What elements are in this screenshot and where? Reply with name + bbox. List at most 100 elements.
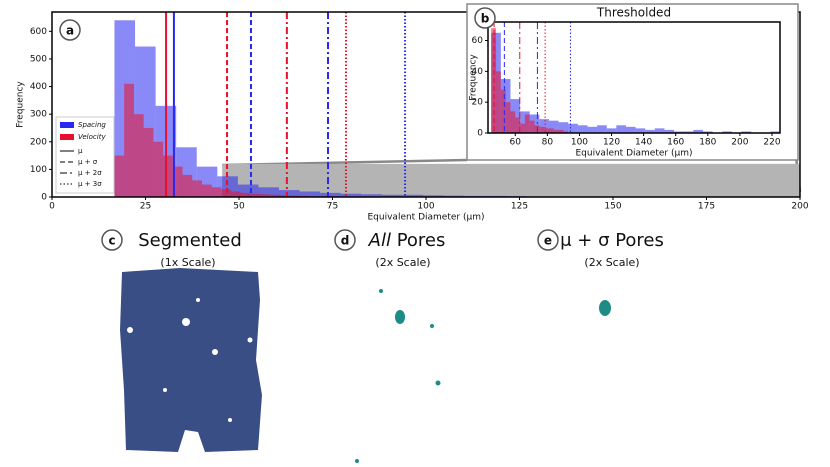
x-tick-label: 140: [635, 138, 652, 148]
histogram-bar: [279, 190, 300, 197]
histogram-bar: [182, 174, 193, 197]
histogram-bar: [548, 128, 554, 133]
histogram-bar: [553, 129, 559, 133]
x-tick-label: 120: [603, 138, 620, 148]
histogram-bar: [260, 194, 271, 197]
x-tick-label: 60: [510, 138, 522, 148]
inset-background: [466, 3, 799, 161]
histogram-bar: [539, 119, 549, 133]
panel-title-text: μ + σ Pores: [560, 230, 664, 251]
panel-label: b: [481, 12, 490, 26]
histogram-bar: [114, 155, 125, 197]
x-tick-label: 125: [511, 202, 528, 212]
pores-image: [355, 289, 441, 463]
inset-title: Thresholded: [596, 6, 671, 20]
y-tick-label: 600: [30, 27, 47, 37]
histogram-bar: [423, 195, 444, 197]
panel-label: a: [66, 24, 74, 38]
histogram-bar: [172, 166, 183, 197]
panel-title: Segmented: [138, 230, 242, 251]
x-tick-label: 50: [233, 202, 245, 212]
histogram-bar: [505, 102, 511, 133]
x-tick-label: 75: [327, 202, 338, 212]
panel-badge: [59, 19, 81, 41]
histogram-bar: [606, 128, 617, 133]
histogram-bar: [683, 131, 694, 133]
histogram-bar: [192, 180, 202, 197]
panel-subtitle: (1x Scale): [160, 256, 215, 269]
panel-title: All Pores: [368, 230, 446, 251]
histogram-bar: [250, 193, 261, 197]
histogram-bar: [153, 141, 164, 197]
y-tick-label: 400: [30, 82, 47, 92]
y-tick-label: 200: [30, 137, 47, 147]
panel-title: μ + σ Pores: [560, 230, 664, 251]
panel-title-text: Pores: [397, 230, 446, 251]
x-tick-label: 180: [699, 138, 716, 148]
histogram-bar: [568, 123, 578, 133]
panel-subtitle: (2x Scale): [584, 256, 639, 269]
histogram-bar: [299, 191, 321, 197]
panel-badge: [101, 229, 123, 251]
legend-swatch: [60, 122, 74, 128]
histogram-bar: [279, 195, 290, 197]
x-tick-label: 100: [417, 202, 434, 212]
y-tick-label: 500: [30, 54, 47, 64]
histogram-bar: [625, 126, 636, 133]
plot-area: [114, 12, 800, 197]
y-tick-label: 0: [477, 129, 483, 139]
histogram-bar: [240, 192, 251, 197]
y-tick-label: 40: [472, 67, 484, 77]
x-tick-label: 150: [604, 202, 621, 212]
histogram-bar: [221, 189, 232, 197]
histogram-bar: [597, 125, 607, 133]
histogram-bar: [124, 83, 134, 197]
y-tick-label: 0: [41, 193, 47, 203]
histogram-bar: [558, 122, 569, 133]
legend-label: Spacing: [78, 121, 106, 129]
histogram-bar: [577, 125, 588, 133]
histogram-bar: [693, 129, 703, 133]
legend-label: μ + 3σ: [78, 180, 102, 188]
histogram-bar: [548, 120, 559, 133]
histogram-bar: [211, 187, 222, 197]
panel-title-text: Segmented: [138, 230, 242, 251]
panel-badge: [334, 229, 356, 251]
y-tick-label: 300: [30, 110, 47, 120]
legend-label: μ + 2σ: [78, 169, 102, 177]
x-tick-label: 200: [791, 202, 808, 212]
histogram-bar: [258, 187, 280, 197]
x-axis-label: Equivalent Diameter (μm): [576, 149, 693, 159]
legend-label: Velocity: [78, 133, 106, 141]
x-axis-label: Equivalent Diameter (μm): [368, 213, 485, 223]
histogram-bar: [231, 191, 241, 197]
histogram-bar: [515, 117, 521, 133]
histogram-bar: [674, 131, 684, 133]
histogram-bar: [539, 126, 545, 133]
x-tick-label: 175: [698, 202, 715, 212]
y-tick-label: 100: [30, 165, 47, 175]
legend-label: μ + σ: [78, 158, 98, 166]
panel-badge: [537, 229, 559, 251]
histogram-bar: [722, 131, 732, 133]
histogram-bar: [529, 120, 535, 133]
segmented-image: [120, 268, 262, 452]
histogram-bar: [496, 71, 501, 133]
histogram-bar: [163, 155, 173, 197]
histogram-bar: [133, 114, 144, 197]
axes-frame: [487, 21, 781, 134]
x-tick-label: 200: [731, 138, 748, 148]
histogram-bar: [645, 129, 655, 133]
histogram-bar: [520, 123, 525, 133]
y-tick-label: 60: [472, 36, 484, 46]
panel-subtitle: (2x Scale): [375, 256, 430, 269]
histogram-bar: [143, 127, 154, 197]
pores-image: [599, 300, 611, 316]
panel-label: d: [341, 234, 350, 248]
x-tick-label: 220: [763, 138, 780, 148]
histogram-bar: [320, 192, 341, 197]
y-axis-label: Frequency: [469, 54, 479, 101]
histogram-bar: [201, 184, 212, 197]
legend-swatch: [60, 134, 74, 140]
